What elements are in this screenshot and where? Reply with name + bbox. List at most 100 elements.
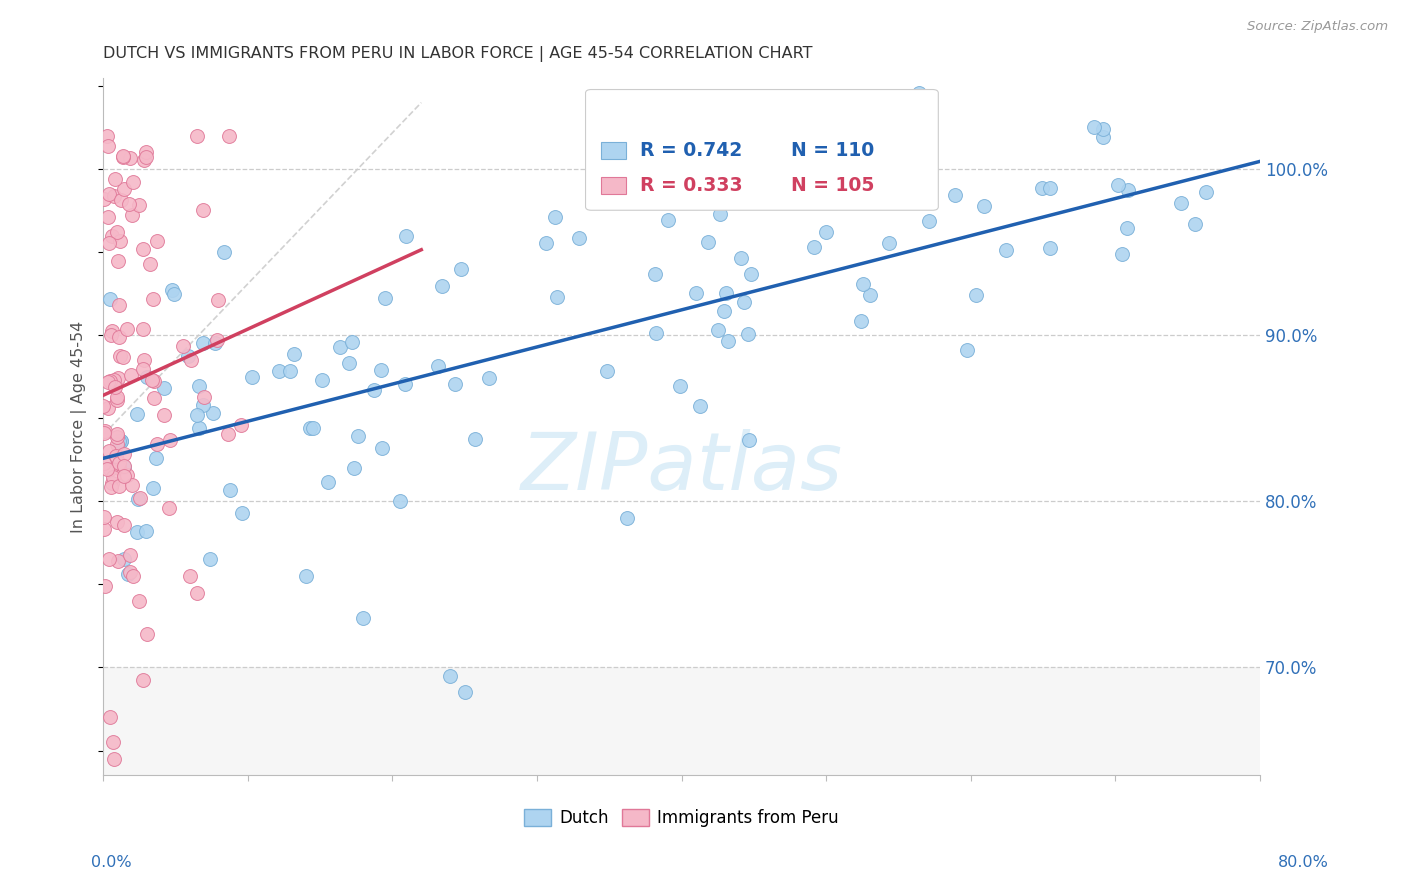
- Point: [353, 610, 375, 624]
- Point: [956, 343, 979, 357]
- Point: [657, 213, 679, 227]
- Point: [93, 426, 115, 441]
- Point: [973, 199, 995, 213]
- Point: [94, 579, 117, 593]
- Point: [689, 399, 711, 413]
- Point: [108, 298, 131, 312]
- Point: [214, 244, 236, 259]
- Point: [709, 207, 731, 221]
- Point: [96, 128, 118, 143]
- Point: [202, 406, 225, 420]
- Point: [163, 286, 186, 301]
- Point: [108, 434, 131, 448]
- Point: [852, 277, 875, 291]
- Point: [219, 483, 242, 497]
- FancyBboxPatch shape: [600, 177, 626, 194]
- Point: [389, 493, 412, 508]
- Point: [112, 459, 135, 474]
- Point: [283, 347, 305, 361]
- Point: [132, 362, 155, 376]
- Point: [104, 380, 127, 394]
- Point: [103, 735, 125, 749]
- Point: [229, 417, 252, 432]
- Point: [298, 421, 321, 435]
- Point: [93, 510, 115, 524]
- Point: [100, 710, 122, 724]
- Point: [132, 673, 155, 687]
- Point: [198, 552, 221, 566]
- Point: [1111, 247, 1133, 261]
- Point: [108, 478, 131, 492]
- Point: [453, 685, 475, 699]
- Point: [685, 286, 707, 301]
- Point: [737, 326, 759, 341]
- Point: [342, 460, 364, 475]
- Point: [112, 350, 135, 364]
- Point: [240, 369, 263, 384]
- Point: [707, 323, 730, 337]
- Point: [105, 390, 128, 404]
- Point: [112, 517, 135, 532]
- Point: [858, 288, 880, 302]
- Point: [172, 338, 194, 352]
- Point: [464, 432, 486, 446]
- Point: [107, 393, 129, 408]
- Point: [342, 334, 364, 349]
- Point: [278, 364, 301, 378]
- Point: [337, 356, 360, 370]
- Point: [110, 434, 132, 449]
- Point: [444, 377, 467, 392]
- Text: DUTCH VS IMMIGRANTS FROM PERU IN LABOR FORCE | AGE 45-54 CORRELATION CHART: DUTCH VS IMMIGRANTS FROM PERU IN LABOR F…: [103, 46, 813, 62]
- Point: [191, 202, 214, 217]
- Point: [121, 176, 143, 190]
- Point: [131, 322, 153, 336]
- Point: [177, 349, 200, 363]
- Point: [311, 373, 333, 387]
- Point: [98, 235, 121, 250]
- Point: [98, 374, 121, 388]
- Point: [616, 511, 638, 525]
- Point: [347, 429, 370, 443]
- Point: [1039, 241, 1062, 255]
- Point: [105, 437, 128, 451]
- Point: [98, 292, 121, 306]
- Point: [97, 375, 120, 389]
- Point: [108, 329, 131, 343]
- Point: [115, 468, 138, 483]
- Point: [186, 128, 208, 143]
- Point: [302, 420, 325, 434]
- Point: [862, 129, 884, 144]
- Point: [128, 197, 150, 211]
- Point: [125, 524, 148, 539]
- Point: [112, 552, 135, 566]
- Point: [112, 459, 135, 474]
- Point: [803, 240, 825, 254]
- Point: [146, 234, 169, 248]
- Point: [125, 407, 148, 421]
- Point: [478, 371, 501, 385]
- Point: [153, 381, 176, 395]
- Point: [110, 434, 132, 449]
- Text: N = 105: N = 105: [792, 177, 875, 195]
- Point: [118, 548, 141, 562]
- Point: [186, 585, 208, 599]
- Text: R = 0.742: R = 0.742: [640, 142, 742, 161]
- Point: [103, 752, 125, 766]
- Point: [110, 193, 132, 207]
- Point: [142, 481, 165, 495]
- Point: [851, 314, 873, 328]
- Point: [110, 235, 132, 249]
- Point: [714, 285, 737, 300]
- Point: [135, 145, 157, 160]
- Point: [101, 469, 124, 483]
- Point: [363, 383, 385, 397]
- Point: [908, 87, 931, 101]
- Text: R = 0.333: R = 0.333: [640, 177, 742, 195]
- Point: [145, 451, 167, 466]
- Point: [108, 349, 131, 363]
- FancyBboxPatch shape: [600, 142, 626, 160]
- Point: [645, 326, 668, 341]
- Point: [188, 421, 211, 435]
- Point: [100, 228, 122, 243]
- Point: [814, 226, 837, 240]
